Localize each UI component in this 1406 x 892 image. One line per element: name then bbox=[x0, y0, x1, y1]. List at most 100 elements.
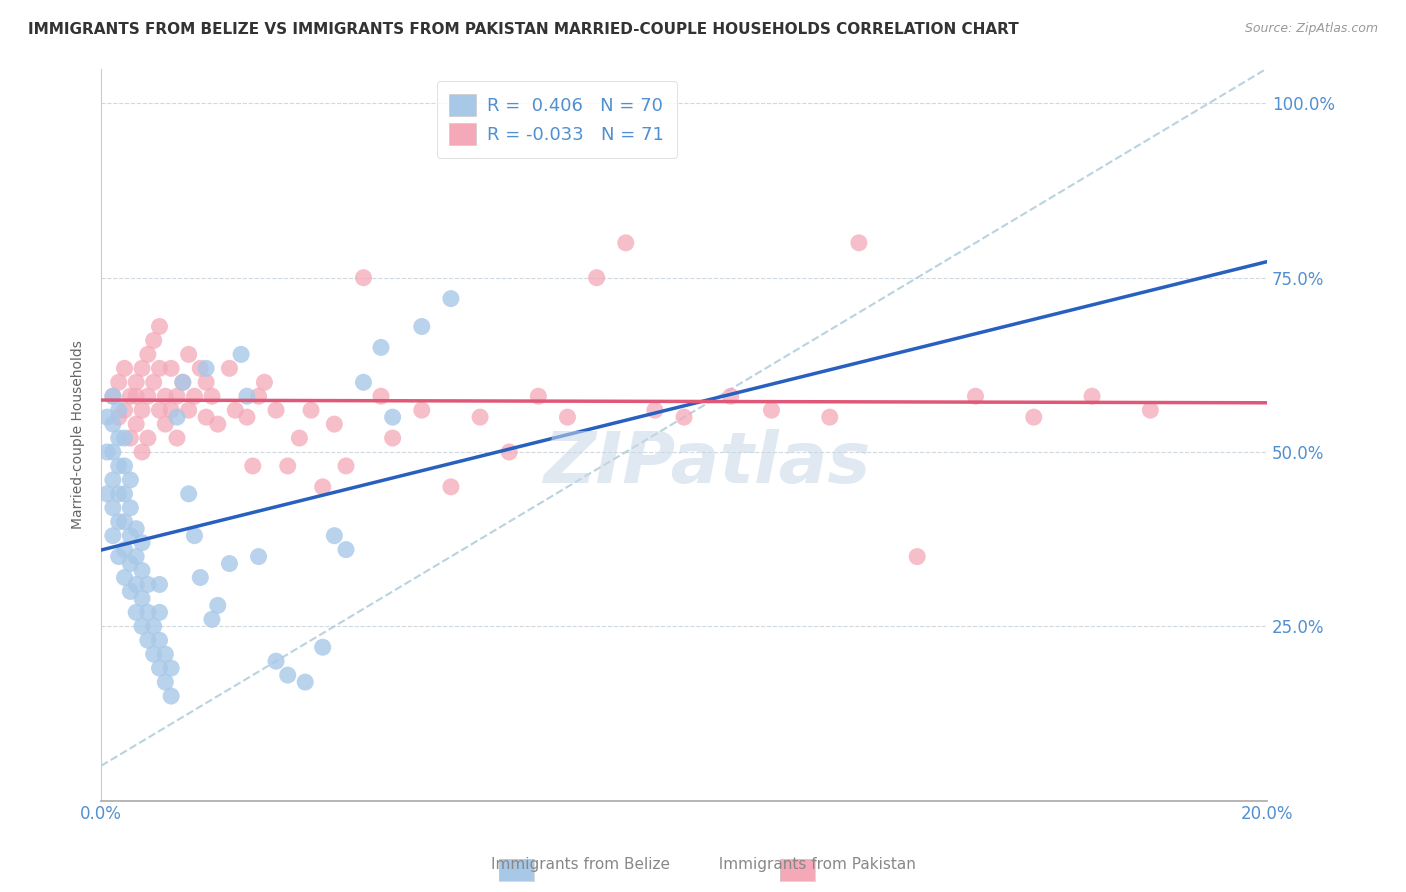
Point bbox=[120, 584, 142, 599]
Point bbox=[335, 458, 357, 473]
Point bbox=[370, 389, 392, 403]
Point bbox=[101, 389, 124, 403]
Point bbox=[312, 640, 335, 655]
Point bbox=[370, 340, 392, 354]
Point bbox=[247, 549, 270, 564]
Point bbox=[114, 431, 136, 445]
Point bbox=[177, 347, 200, 361]
Point bbox=[155, 417, 177, 431]
Point bbox=[761, 403, 783, 417]
Point bbox=[96, 445, 118, 459]
Point bbox=[294, 675, 316, 690]
Point bbox=[155, 389, 177, 403]
Point bbox=[498, 445, 520, 459]
Point bbox=[207, 599, 229, 613]
Point bbox=[236, 389, 259, 403]
Point bbox=[195, 361, 218, 376]
Point bbox=[720, 389, 742, 403]
Point bbox=[201, 612, 224, 626]
Point bbox=[131, 361, 153, 376]
Point bbox=[353, 270, 375, 285]
Point bbox=[183, 389, 205, 403]
Point bbox=[195, 410, 218, 425]
Point bbox=[136, 431, 159, 445]
Y-axis label: Married-couple Households: Married-couple Households bbox=[72, 340, 86, 529]
Point bbox=[312, 480, 335, 494]
Point bbox=[101, 389, 124, 403]
Point bbox=[440, 292, 463, 306]
Point bbox=[131, 564, 153, 578]
Point bbox=[277, 458, 299, 473]
Point bbox=[1022, 410, 1045, 425]
Point bbox=[96, 487, 118, 501]
Point bbox=[114, 458, 136, 473]
Point bbox=[125, 522, 148, 536]
Point bbox=[172, 376, 194, 390]
Point bbox=[247, 389, 270, 403]
Point bbox=[107, 376, 129, 390]
Point bbox=[242, 458, 264, 473]
Point bbox=[614, 235, 637, 250]
Point bbox=[136, 577, 159, 591]
Point bbox=[299, 403, 322, 417]
Point bbox=[166, 410, 188, 425]
Point bbox=[136, 347, 159, 361]
Point bbox=[142, 619, 165, 633]
Text: Immigrants from Belize          Immigrants from Pakistan: Immigrants from Belize Immigrants from P… bbox=[491, 857, 915, 872]
Point bbox=[101, 445, 124, 459]
Point bbox=[905, 549, 928, 564]
Point bbox=[125, 417, 148, 431]
Point bbox=[120, 389, 142, 403]
Point bbox=[120, 529, 142, 543]
Point bbox=[253, 376, 276, 390]
Point bbox=[107, 410, 129, 425]
Point bbox=[160, 403, 183, 417]
Point bbox=[148, 606, 170, 620]
Point bbox=[131, 591, 153, 606]
Point bbox=[136, 606, 159, 620]
Point bbox=[224, 403, 246, 417]
Point bbox=[557, 410, 579, 425]
Point bbox=[195, 376, 218, 390]
Point bbox=[148, 577, 170, 591]
Point bbox=[107, 487, 129, 501]
Point bbox=[148, 403, 170, 417]
Point bbox=[201, 389, 224, 403]
Point bbox=[107, 515, 129, 529]
Point bbox=[229, 347, 252, 361]
Point bbox=[101, 473, 124, 487]
Point bbox=[236, 410, 259, 425]
Point bbox=[107, 431, 129, 445]
Point bbox=[188, 570, 211, 584]
Point bbox=[965, 389, 987, 403]
Point bbox=[585, 270, 607, 285]
Point bbox=[264, 654, 287, 668]
Point bbox=[288, 431, 311, 445]
Point bbox=[136, 389, 159, 403]
Point bbox=[107, 549, 129, 564]
Point bbox=[411, 319, 433, 334]
Point bbox=[107, 458, 129, 473]
Point bbox=[125, 606, 148, 620]
Point bbox=[107, 403, 129, 417]
Point bbox=[136, 633, 159, 648]
Point bbox=[381, 431, 404, 445]
Point bbox=[96, 410, 118, 425]
Text: ZIPatlas: ZIPatlas bbox=[544, 429, 872, 499]
Point bbox=[142, 334, 165, 348]
Point bbox=[160, 361, 183, 376]
Point bbox=[148, 361, 170, 376]
Point bbox=[277, 668, 299, 682]
Text: IMMIGRANTS FROM BELIZE VS IMMIGRANTS FROM PAKISTAN MARRIED-COUPLE HOUSEHOLDS COR: IMMIGRANTS FROM BELIZE VS IMMIGRANTS FRO… bbox=[28, 22, 1019, 37]
Point bbox=[120, 431, 142, 445]
Point bbox=[142, 376, 165, 390]
Point bbox=[125, 549, 148, 564]
Point bbox=[120, 500, 142, 515]
Point bbox=[166, 389, 188, 403]
Point bbox=[101, 500, 124, 515]
Text: Source: ZipAtlas.com: Source: ZipAtlas.com bbox=[1244, 22, 1378, 36]
Point bbox=[183, 529, 205, 543]
Point bbox=[644, 403, 666, 417]
Point bbox=[468, 410, 491, 425]
Point bbox=[114, 487, 136, 501]
